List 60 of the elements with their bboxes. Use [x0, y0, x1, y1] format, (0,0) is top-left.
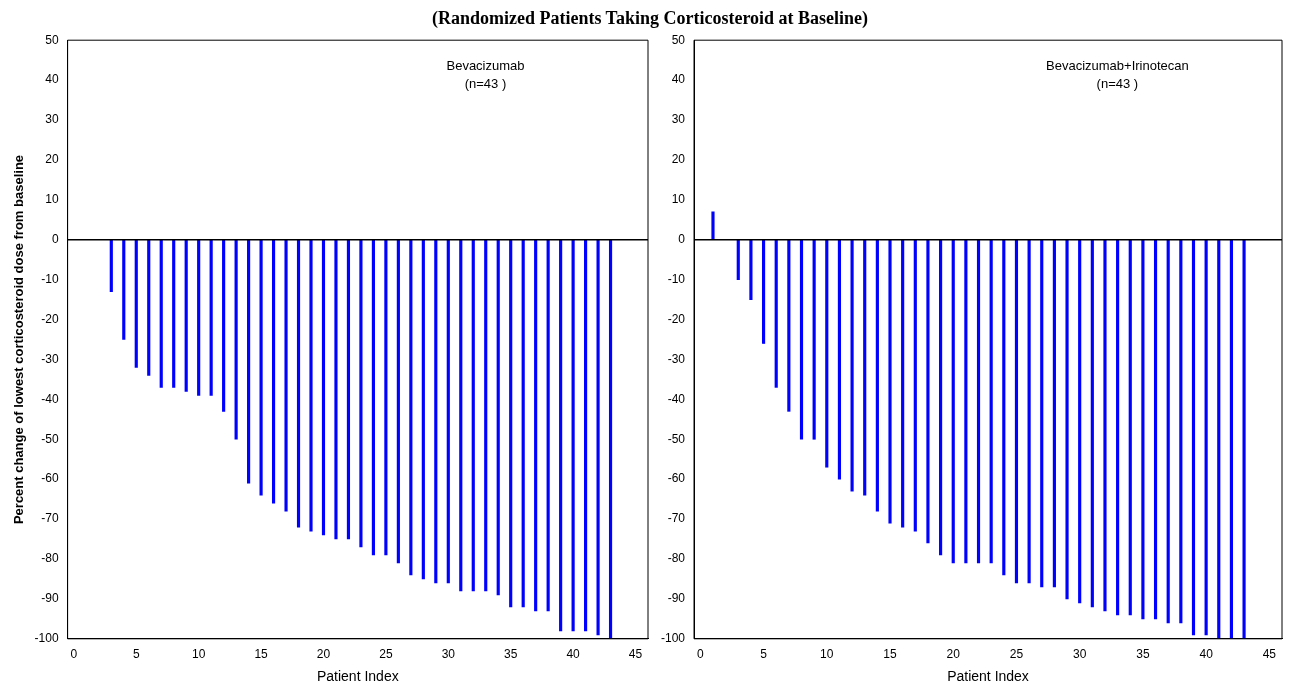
- x-axis-title: Patient Index: [947, 668, 1029, 685]
- x-tick-label: 45: [1262, 647, 1277, 662]
- y-tick-label: 40: [45, 72, 59, 87]
- y-tick-label: -20: [667, 311, 686, 326]
- y-tick-label: -90: [667, 591, 686, 606]
- y-tick-label: -60: [667, 471, 686, 486]
- y-tick-label: -40: [41, 391, 59, 406]
- x-tick-label: 25: [379, 647, 393, 662]
- x-tick-label: 45: [628, 647, 643, 662]
- y-tick-label: 30: [45, 112, 59, 127]
- y-axis-title: Percent change of lowest corticosteroid dose from baseline: [11, 154, 27, 525]
- y-tick-label: -30: [667, 351, 686, 366]
- y-tick-label: 10: [671, 192, 686, 207]
- annotation: (n=43 ): [464, 76, 507, 92]
- x-axis-title: Patient Index: [316, 668, 399, 685]
- y-tick-label: -80: [41, 551, 59, 566]
- annotation: Bevacizumab: [446, 58, 525, 74]
- x-tick-label: 10: [191, 647, 206, 662]
- y-tick-label: -10: [667, 271, 686, 286]
- y-tick-label: 40: [671, 72, 686, 87]
- chart-title: (Randomized Patients Taking Corticosteroid at Baseline): [430, 8, 870, 30]
- y-tick-label: -50: [667, 431, 686, 446]
- x-tick-label: 40: [566, 647, 581, 662]
- x-tick-label: 30: [441, 647, 456, 662]
- x-tick-label: 20: [316, 647, 331, 662]
- annotation: Bevacizumab+Irinotecan: [1046, 58, 1189, 74]
- y-tick-label: -80: [667, 551, 686, 566]
- y-tick-label: 50: [45, 32, 59, 47]
- y-tick-label: -50: [41, 431, 59, 446]
- x-tick-label: 35: [504, 647, 518, 662]
- x-tick-label: 0: [697, 647, 704, 662]
- y-tick-label: -30: [41, 351, 59, 366]
- y-tick-label: -40: [667, 391, 686, 406]
- y-tick-label: 50: [671, 32, 686, 47]
- y-tick-label: 0: [678, 232, 686, 247]
- y-tick-label: -70: [667, 511, 686, 526]
- y-tick-label: -70: [41, 511, 59, 526]
- y-tick-label: -90: [41, 591, 59, 606]
- y-tick-label: 0: [51, 232, 59, 247]
- x-tick-label: 35: [1136, 647, 1150, 662]
- x-tick-label: 25: [1009, 647, 1024, 662]
- y-tick-label: 20: [671, 152, 686, 167]
- y-tick-label: -60: [41, 471, 59, 486]
- x-tick-label: 5: [132, 647, 140, 662]
- x-tick-label: 10: [820, 647, 834, 662]
- x-tick-label: 15: [883, 647, 898, 662]
- y-tick-label: -100: [34, 631, 59, 646]
- x-tick-label: 30: [1073, 647, 1087, 662]
- x-tick-label: 20: [946, 647, 961, 662]
- x-tick-label: 5: [760, 647, 768, 662]
- y-tick-label: -20: [41, 311, 59, 326]
- annotation: (n=43 ): [1096, 76, 1139, 92]
- x-tick-label: 40: [1199, 647, 1214, 662]
- y-tick-label: 30: [671, 112, 686, 127]
- y-tick-label: 10: [45, 192, 59, 207]
- x-tick-label: 15: [254, 647, 269, 662]
- y-tick-label: -10: [41, 271, 59, 286]
- x-tick-label: 0: [70, 647, 78, 662]
- y-tick-label: 20: [45, 152, 59, 167]
- y-tick-label: -100: [660, 631, 686, 646]
